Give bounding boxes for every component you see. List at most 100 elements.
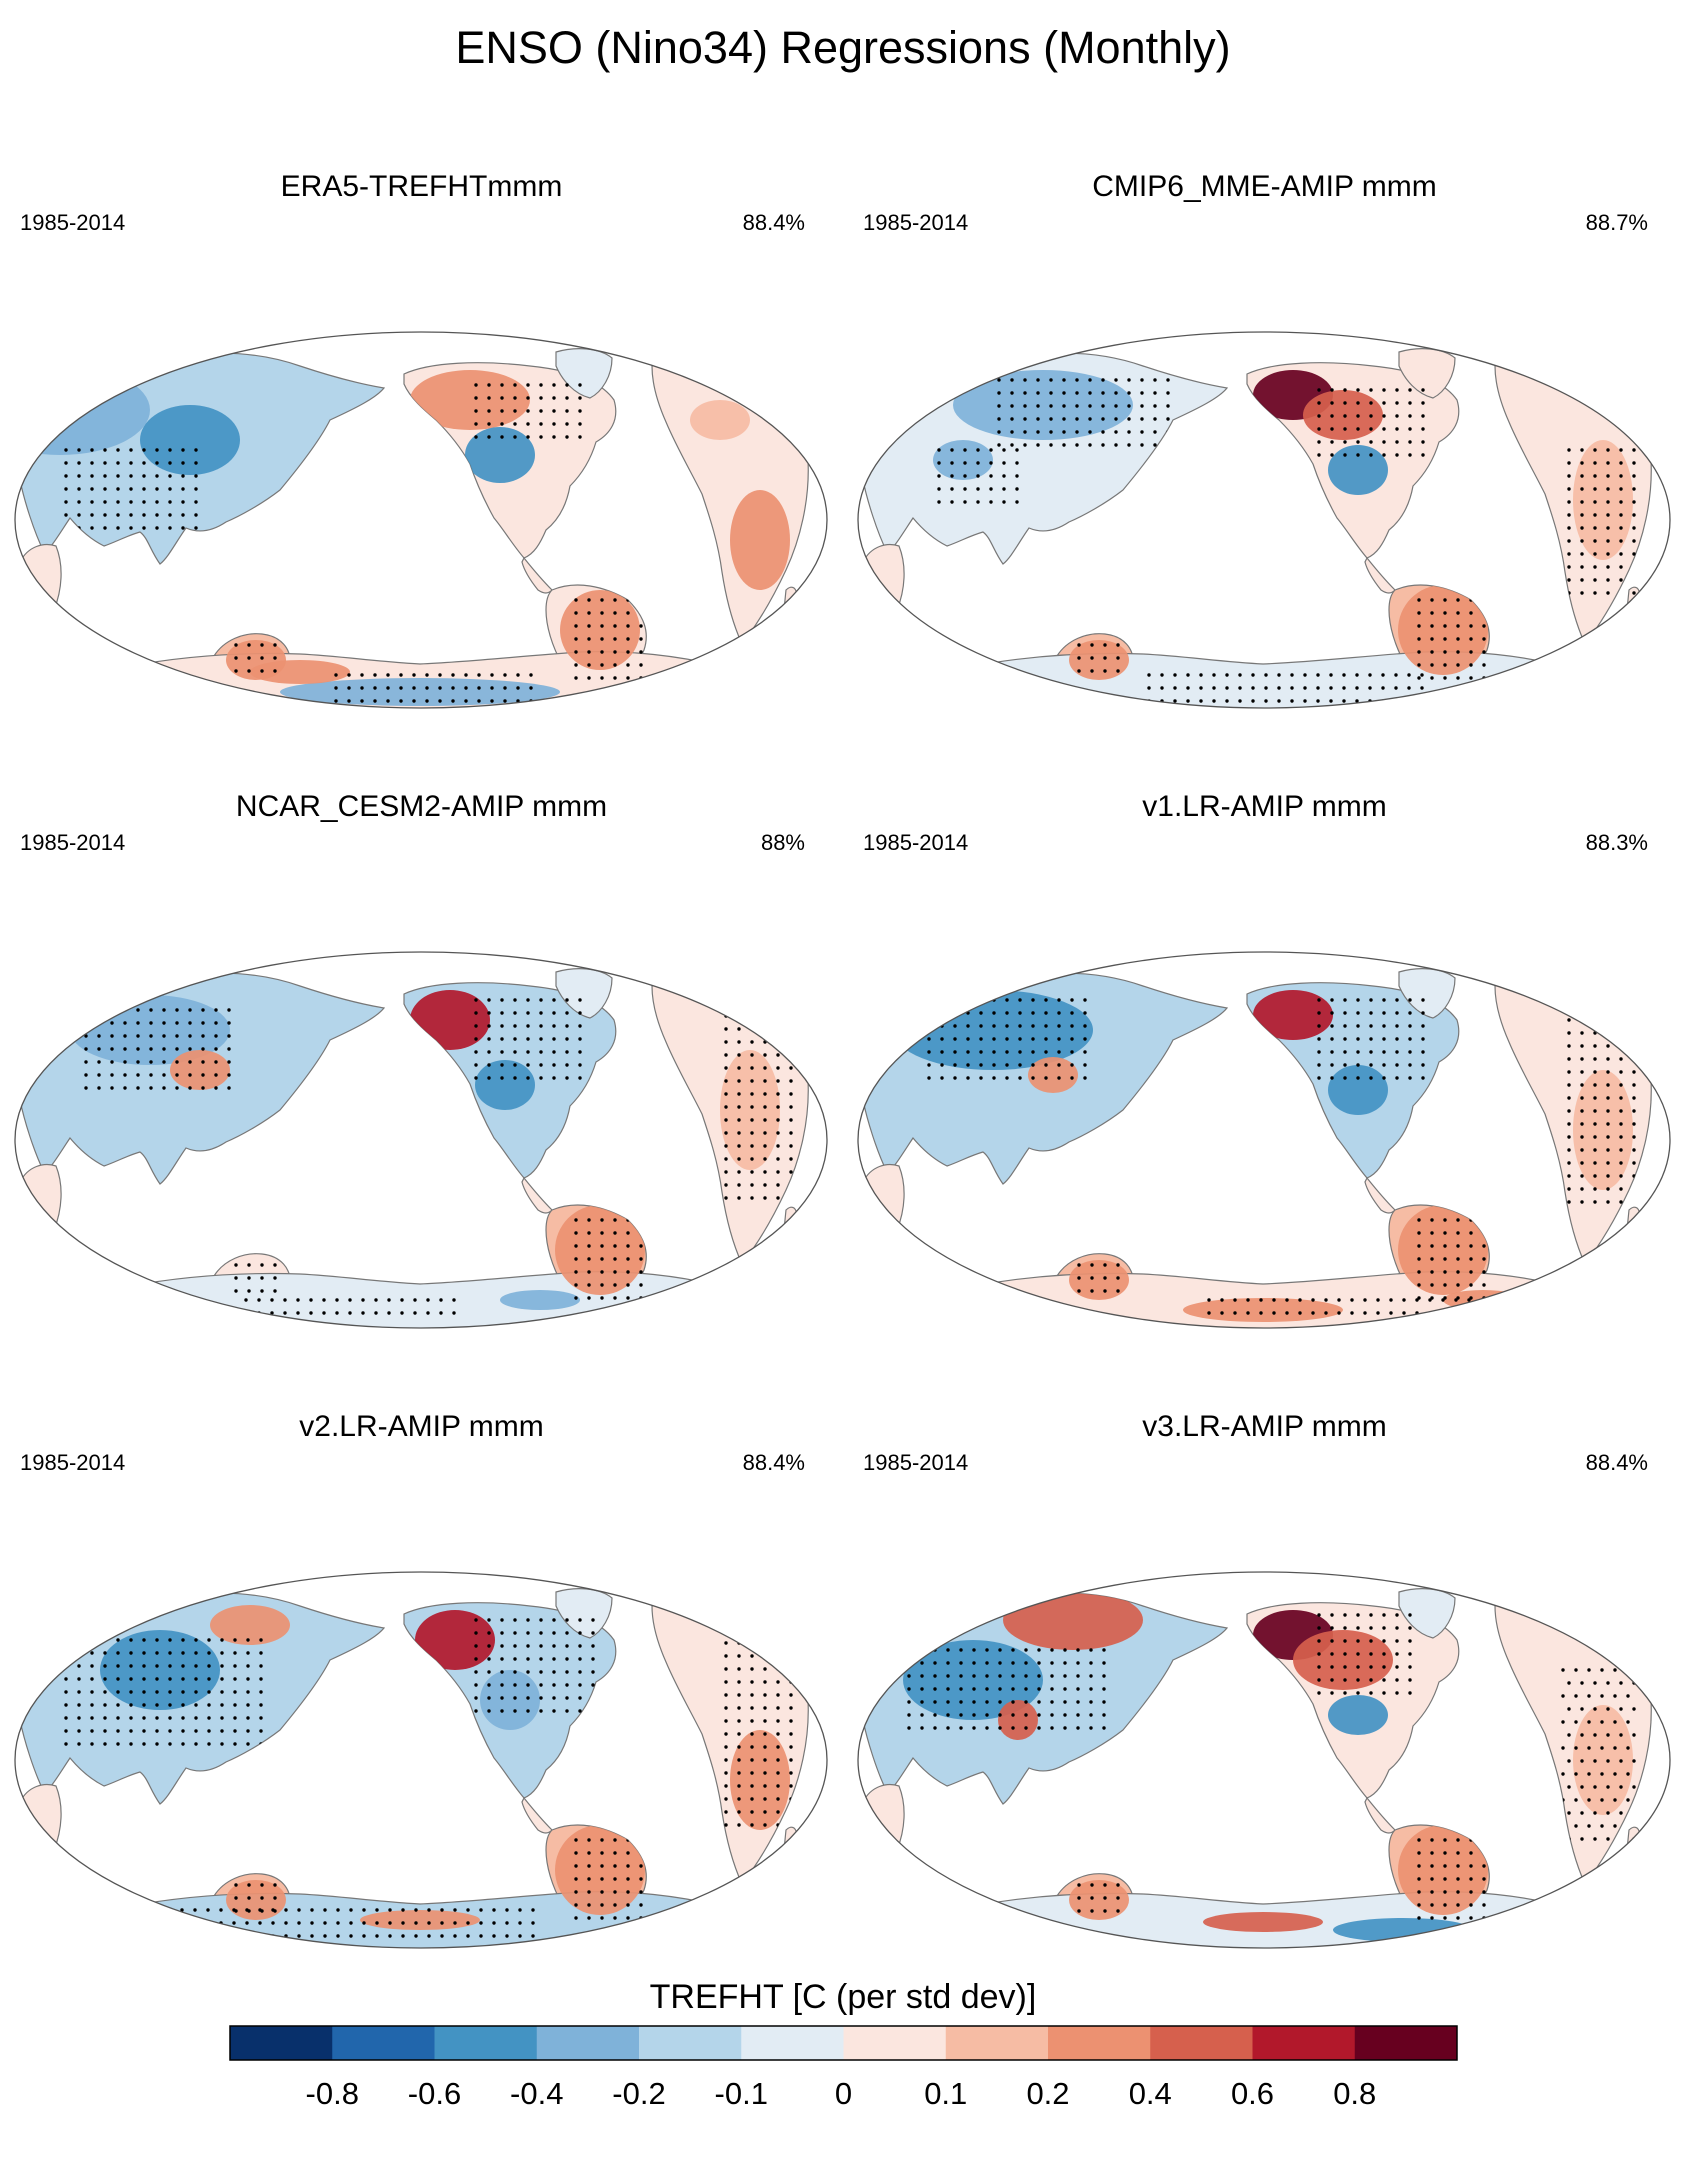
colorbar-title: TREFHT [C (per std dev)] bbox=[649, 1978, 1037, 2016]
map-border bbox=[14, 1571, 828, 1949]
colorbar-swatch bbox=[945, 2026, 1049, 2060]
anomaly-region bbox=[1398, 585, 1488, 675]
anomaly-region bbox=[410, 990, 490, 1050]
world-map bbox=[14, 1571, 828, 1949]
anomaly-region bbox=[1398, 1205, 1488, 1295]
colorbar-tick-label: 0.2 bbox=[1026, 2076, 1070, 2111]
anomaly-region bbox=[1183, 1298, 1343, 1322]
panel-title: v1.LR-AMIP mmm bbox=[1142, 790, 1387, 823]
panel-title: ERA5-TREFHTmmm bbox=[280, 170, 563, 203]
map-content bbox=[15, 1588, 809, 1948]
colorbar-tick-label: -0.4 bbox=[510, 2076, 564, 2111]
map-panel-v2-lr: v2.LR-AMIP mmm 1985-2014 88.4% bbox=[0, 1410, 843, 2030]
anomaly-region bbox=[280, 678, 560, 706]
anomaly-region bbox=[1573, 440, 1633, 560]
map-content bbox=[858, 968, 1652, 1328]
anomaly-region bbox=[140, 405, 240, 475]
anomaly-region bbox=[1203, 1912, 1323, 1932]
panel-title: v2.LR-AMIP mmm bbox=[299, 1410, 544, 1443]
anomaly-region bbox=[1573, 1705, 1633, 1815]
colorbar-swatch bbox=[230, 2026, 333, 2060]
anomaly-region bbox=[1333, 1918, 1473, 1942]
anomaly-region bbox=[730, 490, 790, 590]
anomaly-region bbox=[1573, 1070, 1633, 1190]
panel-title: CMIP6_MME-AMIP mmm bbox=[1092, 170, 1437, 203]
anomaly-region bbox=[480, 1670, 540, 1730]
panel-period: 1985-2014 bbox=[20, 210, 126, 235]
landmass-centralam bbox=[521, 1176, 553, 1214]
colorbar-tick-label: 0.6 bbox=[1230, 2076, 1275, 2111]
anomaly-region bbox=[1028, 1057, 1078, 1093]
panel-percentage: 88.4% bbox=[742, 1450, 805, 1475]
colorbar-swatch bbox=[434, 2026, 538, 2060]
map-panel-v1-lr: v1.LR-AMIP mmm 1985-2014 88.3% bbox=[843, 790, 1686, 1410]
colorbar-swatch bbox=[741, 2026, 844, 2060]
map-border bbox=[14, 331, 828, 709]
figure-title: ENSO (Nino34) Regressions (Monthly) bbox=[455, 22, 1231, 73]
landmass-eurasia bbox=[19, 1592, 386, 1805]
anomaly-region bbox=[730, 1730, 790, 1830]
colorbar-tick-label: -0.6 bbox=[407, 2076, 462, 2111]
panel-period: 1985-2014 bbox=[863, 210, 969, 235]
panel-title: NCAR_CESM2-AMIP mmm bbox=[235, 790, 608, 823]
panel-percentage: 88.3% bbox=[1585, 830, 1648, 855]
map-content bbox=[858, 1588, 1652, 1948]
world-map bbox=[857, 1571, 1671, 1949]
landmass-madagascar bbox=[1626, 1826, 1640, 1852]
anomaly-region bbox=[1253, 990, 1333, 1040]
colorbar-tick-label: -0.8 bbox=[305, 2076, 359, 2111]
landmass-centralam bbox=[1364, 1176, 1396, 1214]
landmass-centralam bbox=[1364, 556, 1396, 594]
colorbar-tick-label: 0.1 bbox=[924, 2076, 968, 2111]
world-map bbox=[857, 951, 1671, 1329]
map-border bbox=[14, 951, 828, 1329]
anomaly-region bbox=[1398, 1825, 1488, 1915]
landmass-centralam bbox=[521, 1796, 553, 1834]
colorbar-tick-label: -0.2 bbox=[612, 2076, 666, 2111]
colorbar-swatch bbox=[1252, 2026, 1356, 2060]
anomaly-region bbox=[500, 1290, 580, 1310]
map-panel-era5: ERA5-TREFHTmmm 1985-2014 88.4% bbox=[0, 170, 843, 790]
colorbar-swatch bbox=[1048, 2026, 1151, 2060]
colorbar-tick-label: 0 bbox=[834, 2076, 853, 2111]
anomaly-region bbox=[210, 1605, 290, 1645]
world-map bbox=[14, 331, 828, 709]
colorbar-swatch bbox=[536, 2026, 640, 2060]
panel-percentage: 88.4% bbox=[1585, 1450, 1648, 1475]
anomaly-region bbox=[690, 400, 750, 440]
anomaly-region bbox=[555, 1205, 645, 1295]
anomaly-region bbox=[100, 1630, 220, 1710]
panel-percentage: 88.7% bbox=[1585, 210, 1648, 235]
anomaly-region bbox=[465, 427, 535, 483]
landmass-madagascar bbox=[783, 1206, 797, 1232]
landmass-madagascar bbox=[783, 1826, 797, 1852]
colorbar-swatch bbox=[332, 2026, 435, 2060]
colorbar-swatch bbox=[639, 2026, 742, 2060]
colorbar-swatch bbox=[1150, 2026, 1253, 2060]
anomaly-region bbox=[415, 1610, 495, 1670]
map-content bbox=[15, 348, 809, 708]
world-map bbox=[14, 951, 828, 1329]
anomaly-region bbox=[1328, 1065, 1388, 1115]
anomaly-region bbox=[475, 1060, 535, 1110]
map-panel-cmip6: CMIP6_MME-AMIP mmm 1985-2014 88.7% bbox=[843, 170, 1686, 790]
colorbar-labels: -0.8 -0.6 -0.4 -0.2 -0.1 0 0.1 0.2 0.4 0.6 0.8 bbox=[0, 2076, 1686, 2116]
world-map bbox=[857, 331, 1671, 709]
panel-period: 1985-2014 bbox=[863, 830, 969, 855]
anomaly-region bbox=[555, 1825, 645, 1915]
panel-period: 1985-2014 bbox=[863, 1450, 969, 1475]
anomaly-region bbox=[1069, 1260, 1129, 1300]
anomaly-region bbox=[1328, 1695, 1388, 1735]
anomaly-region bbox=[893, 990, 1093, 1070]
anomaly-region bbox=[250, 660, 350, 684]
map-border bbox=[857, 1571, 1671, 1949]
anomaly-region bbox=[1003, 1590, 1143, 1650]
colorbar-frame bbox=[229, 2025, 1458, 2061]
map-panel-v3-lr: v3.LR-AMIP mmm 1985-2014 88.4% bbox=[843, 1410, 1686, 2030]
landmass-madagascar bbox=[1626, 1206, 1640, 1232]
anomaly-region bbox=[933, 440, 993, 480]
map-content bbox=[858, 348, 1652, 708]
anomaly-region bbox=[360, 1910, 480, 1930]
significance-stippling bbox=[64, 383, 643, 703]
anomaly-region bbox=[953, 370, 1133, 440]
